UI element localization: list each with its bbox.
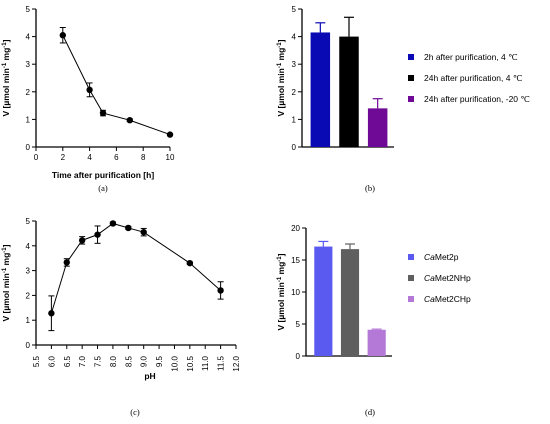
b-ytick-label: 1	[292, 115, 297, 124]
a-data-point	[126, 117, 133, 124]
d-legend: CaMet2p CaMet2NHp CaMet2CHp	[408, 252, 471, 304]
c-data-point	[109, 220, 117, 227]
a-xtick-label: 4	[87, 153, 92, 162]
c-ytick-label: 1	[26, 316, 31, 325]
a-ytick-label: 2	[26, 88, 31, 97]
d-bar	[340, 249, 360, 356]
c-data-point	[186, 259, 194, 267]
a-data-point	[99, 109, 107, 117]
chart-a: 0 1 2 3 4 5 0 2 4 6 8 10 V [µmol min-1 mg-1] Time aft…	[1, 5, 175, 193]
chart-c: 0 1 2 3 4 5 5.5 6.0 6.5 7.0 7.5 8.0 8.5 9.0 9.5 10.0 10.…	[1, 217, 241, 417]
c-data-point	[140, 228, 147, 236]
c-xtick-label: 9.5	[155, 355, 164, 367]
c-xtick-label: 8.0	[109, 355, 118, 367]
a-ytick-label: 5	[26, 5, 31, 14]
b-ylabel: V [µmol min-1 mg-1]	[276, 39, 286, 116]
c-xtick-label: 11.0	[201, 355, 210, 371]
b-bar	[339, 36, 359, 147]
b-ytick-label: 4	[292, 33, 297, 42]
d-legend-swatch	[408, 296, 414, 302]
a-xtick-label: 6	[114, 153, 119, 162]
c-caption: (c)	[130, 407, 140, 417]
b-ytick-label: 5	[292, 5, 297, 14]
a-data-point	[59, 32, 66, 39]
a-xtick-label: 10	[166, 153, 175, 162]
b-legend: 2h after purification, 4 ℃ 24h after puri…	[408, 52, 530, 104]
b-legend-label: 24h after purification, -20 ℃	[424, 94, 530, 104]
d-ytick-label: 10	[291, 288, 300, 297]
b-caption: (b)	[365, 183, 375, 193]
d-ylabel: V [µmol min-1 mg-1]	[276, 253, 286, 330]
b-bar	[367, 108, 388, 147]
c-data-point	[217, 287, 224, 294]
c-data-point	[78, 237, 86, 244]
a-caption: (a)	[98, 183, 108, 193]
a-ylabel: V [µmol min-1 mg-1]	[1, 39, 11, 116]
a-ytick-label: 0	[26, 143, 31, 152]
chart-b: 0 1 2 3 4 5 V [µmol min-1 mg-1] 2h after purifi…	[276, 5, 530, 193]
b-ytick-label: 0	[292, 143, 297, 152]
c-xtick-label: 5.5	[32, 355, 41, 367]
c-xtick-label: 9.0	[140, 355, 149, 367]
b-legend-label: 24h after purification, 4 ℃	[424, 73, 523, 83]
a-xtick-label: 0	[34, 153, 39, 162]
c-xtick-label: 12.0	[232, 355, 241, 371]
b-legend-swatch	[408, 75, 414, 81]
a-ytick-label: 1	[26, 115, 31, 124]
c-xtick-label: 7.5	[94, 355, 103, 367]
c-data-point	[94, 231, 101, 238]
d-legend-label: CaMet2NHp	[424, 273, 471, 283]
d-ytick-label: 0	[296, 352, 301, 361]
c-xtick-label: 6.5	[63, 355, 72, 367]
d-ytick-label: 15	[291, 256, 300, 265]
a-ytick-label: 4	[26, 33, 31, 42]
c-xlabel: pH	[144, 371, 155, 381]
d-bar	[314, 246, 333, 356]
c-ytick-label: 4	[26, 242, 31, 251]
d-ytick-label: 5	[296, 320, 301, 329]
b-legend-swatch	[408, 96, 414, 102]
b-legend-swatch	[408, 54, 414, 60]
d-legend-label: CaMet2CHp	[424, 294, 471, 304]
c-ytick-label: 3	[26, 267, 31, 276]
c-data-point	[63, 259, 70, 266]
d-legend-swatch	[408, 254, 414, 260]
c-data-point	[48, 310, 55, 317]
c-ytick-label: 0	[26, 341, 31, 350]
a-xtick-label: 8	[141, 153, 146, 162]
a-data-point	[86, 86, 93, 94]
b-ytick-label: 3	[292, 60, 297, 69]
c-xtick-label: 6.0	[47, 355, 56, 367]
c-xtick-label: 8.5	[124, 355, 133, 367]
a-series-line	[62, 34, 171, 136]
c-xtick-label: 11.5	[217, 355, 226, 371]
c-ytick-label: 5	[26, 217, 31, 226]
a-data-point	[166, 131, 174, 138]
c-xtick-label: 10.0	[170, 355, 179, 371]
b-legend-label: 2h after purification, 4 ℃	[424, 52, 518, 62]
c-ytick-label: 2	[26, 291, 31, 300]
c-series-line	[50, 222, 221, 314]
c-ylabel: V [µmol min-1 mg-1]	[1, 244, 11, 321]
a-xtick-label: 2	[61, 153, 66, 162]
d-legend-swatch	[408, 275, 414, 281]
c-data-point	[125, 224, 132, 232]
b-bar	[310, 32, 331, 147]
d-bar	[367, 329, 386, 356]
b-ytick-label: 2	[292, 88, 297, 97]
a-xlabel: Time after purification [h]	[52, 170, 154, 180]
a-ytick-label: 3	[26, 60, 31, 69]
d-legend-label: CaMet2p	[424, 252, 459, 262]
c-xtick-label: 7.0	[78, 355, 87, 367]
d-ytick-label: 20	[291, 224, 300, 233]
c-xtick-label: 10.5	[186, 355, 195, 371]
d-caption: (d)	[365, 407, 375, 417]
